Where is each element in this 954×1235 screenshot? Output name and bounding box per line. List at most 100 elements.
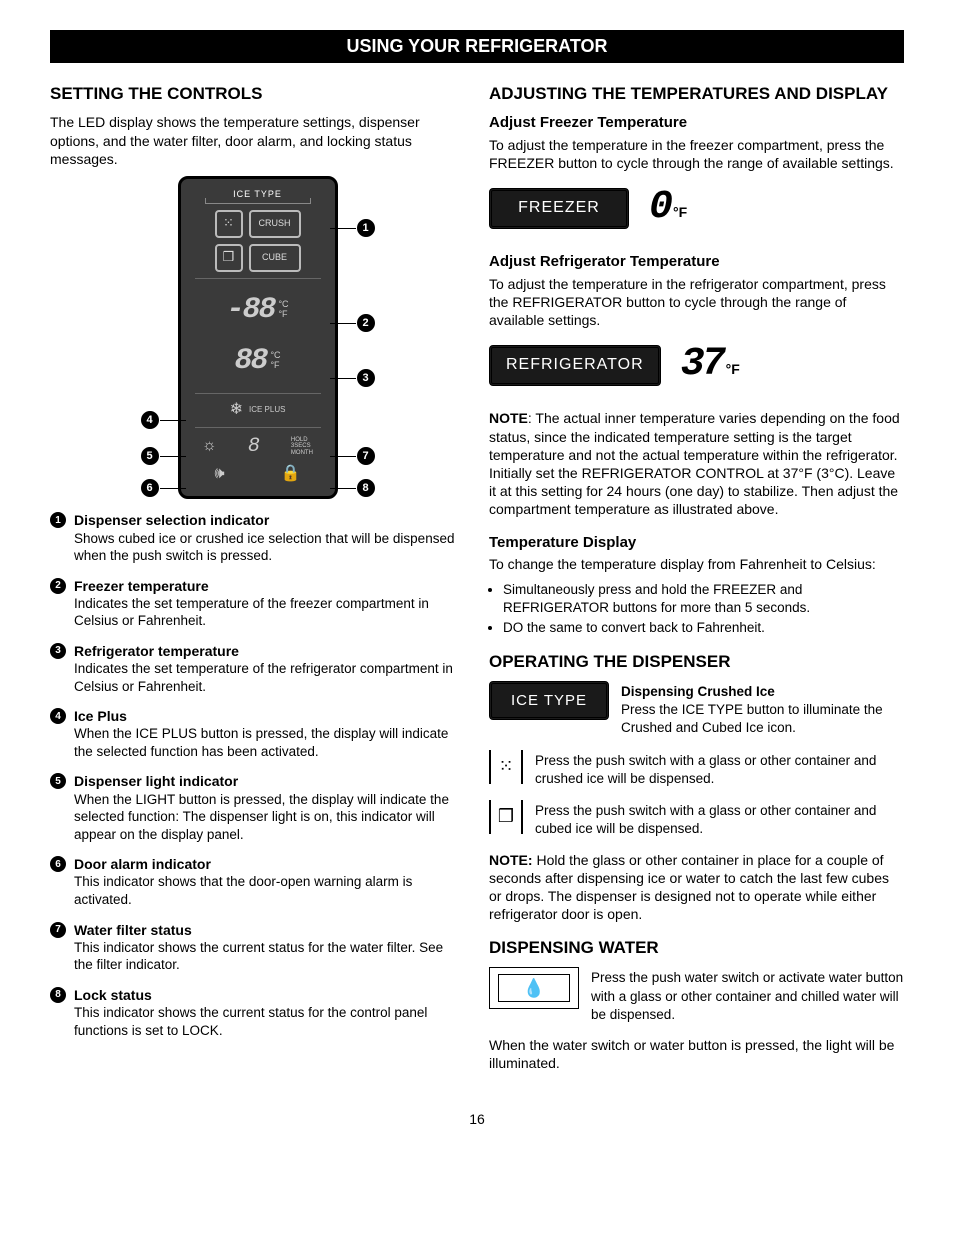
item-title: Ice Plus [74, 707, 465, 725]
right-column: ADJUSTING THE TEMPERATURES AND DISPLAY A… [489, 83, 904, 1080]
item-desc: This indicator shows that the door-open … [74, 873, 465, 908]
temp-display-body: To change the temperature display from F… [489, 555, 904, 573]
callout-4: 4 [141, 411, 159, 429]
lock-icon: 🔒 [281, 464, 301, 485]
water-row: 💧 Press the push water switch or activat… [489, 967, 904, 1024]
fridge-btn-row: REFRIGERATOR 37°F [489, 339, 904, 391]
callout-7: 7 [357, 447, 375, 465]
item-title: Water filter status [74, 921, 465, 939]
item-num: 8 [50, 987, 66, 1003]
content-columns: SETTING THE CONTROLS The LED display sho… [50, 83, 904, 1080]
list-item: 4 Ice PlusWhen the ICE PLUS button is pre… [50, 707, 465, 760]
freezer-temp-display: 0°F [649, 182, 687, 234]
page-number: 16 [50, 1110, 904, 1128]
setting-controls-heading: SETTING THE CONTROLS [50, 83, 465, 105]
list-item: 5 Dispenser light indicatorWhen the LIGHT… [50, 772, 465, 843]
bullet-item: DO the same to convert back to Fahrenhei… [503, 619, 904, 637]
freezer-segment: -88 [226, 291, 274, 330]
adjusting-heading: ADJUSTING THE TEMPERATURES AND DISPLAY [489, 83, 904, 105]
item-title: Door alarm indicator [74, 855, 465, 873]
fridge-segment: 88 [234, 342, 266, 381]
callout-5: 5 [141, 447, 159, 465]
list-item: 8 Lock statusThis indicator shows the cur… [50, 986, 465, 1039]
freezer-cf: °C°F [278, 300, 288, 320]
crushed-ice-icon: ⁙ [215, 210, 243, 238]
callout-6: 6 [141, 479, 159, 497]
ice-plus-label: ICE PLUS [249, 405, 285, 415]
hold-stack: HOLD3SECSMONTH [291, 437, 313, 457]
cubed-row: ❒ Press the push switch with a glass or … [489, 800, 904, 838]
adjust-fridge-body: To adjust the temperature in the refrige… [489, 275, 904, 330]
item-desc: Shows cubed ice or crushed ice selection… [74, 530, 465, 565]
cubed-ice-icon: ❒ [215, 244, 243, 272]
adjust-freezer-title: Adjust Freezer Temperature [489, 113, 904, 133]
crushed-row: ⁙ Press the push switch with a glass or … [489, 750, 904, 788]
adjust-fridge-title: Adjust Refrigerator Temperature [489, 252, 904, 272]
item-desc: Indicates the set temperature of the fre… [74, 595, 465, 630]
item-num: 6 [50, 856, 66, 872]
freezer-btn-row: FREEZER 0°F [489, 182, 904, 234]
item-num: 5 [50, 773, 66, 789]
crushed-body: Press the ICE TYPE button to illuminate … [621, 701, 904, 737]
alarm-icon: 🕪 [214, 464, 224, 485]
cube-label: CUBE [249, 244, 301, 272]
freezer-seg-row: -88 °C°F [187, 291, 329, 330]
item-title: Lock status [74, 986, 465, 1004]
ice-type-label: ICE TYPE [205, 189, 311, 204]
indicator-list: 1 Dispenser selection indicatorShows cube… [50, 511, 465, 1039]
item-desc: When the ICE PLUS button is pressed, the… [74, 725, 465, 760]
water-after: When the water switch or water button is… [489, 1036, 904, 1072]
operating-dispenser-heading: OPERATING THE DISPENSER [489, 651, 904, 673]
light-icon: ☼ [202, 436, 217, 457]
item-desc: This indicator shows the current status … [74, 1004, 465, 1039]
list-item: 3 Refrigerator temperatureIndicates the s… [50, 642, 465, 695]
item-desc: This indicator shows the current status … [74, 939, 465, 974]
crushed-ice-icon: ⁙ [489, 750, 523, 784]
control-panel-diagram: 1 2 3 4 5 6 7 8 ICE TYPE ⁙ CRUSH ❒ CUBE [178, 176, 338, 499]
item-desc: When the LIGHT button is pressed, the di… [74, 791, 465, 844]
water-drop-icon: 💧 [523, 977, 545, 1000]
dispensing-water-heading: DISPENSING WATER [489, 937, 904, 959]
water-button[interactable]: 💧 [489, 967, 579, 1009]
callout-2: 2 [357, 314, 375, 332]
control-panel-diagram-wrap: 1 2 3 4 5 6 7 8 ICE TYPE ⁙ CRUSH ❒ CUBE [50, 176, 465, 499]
temp-display-bullets: Simultaneously press and hold the FREEZE… [489, 581, 904, 637]
crush-label: CRUSH [249, 210, 301, 238]
callout-1: 1 [357, 219, 375, 237]
dispenser-note: NOTE: Hold the glass or other container … [489, 851, 904, 924]
list-item: 2 Freezer temperatureIndicates the set te… [50, 577, 465, 630]
item-num: 3 [50, 643, 66, 659]
ice-type-button[interactable]: ICE TYPE [489, 681, 609, 721]
refrigerator-button[interactable]: REFRIGERATOR [489, 345, 661, 386]
callout-3: 3 [357, 369, 375, 387]
filter-8: 8 [248, 434, 260, 460]
bullet-item: Simultaneously press and hold the FREEZE… [503, 581, 904, 616]
list-item: 1 Dispenser selection indicatorShows cube… [50, 511, 465, 564]
alarm-lock-row: 🕪 🔒 [187, 464, 329, 485]
item-title: Freezer temperature [74, 577, 465, 595]
item-title: Dispenser light indicator [74, 772, 465, 790]
ice-type-row: ICE TYPE Dispensing Crushed Ice Press th… [489, 681, 904, 738]
filter-row: ☼ 8 HOLD3SECSMONTH [187, 434, 329, 460]
item-num: 7 [50, 922, 66, 938]
item-num: 2 [50, 578, 66, 594]
snowflake-icon: ❄ [230, 400, 243, 421]
item-num: 4 [50, 708, 66, 724]
cubed-ice-icon: ❒ [489, 800, 523, 834]
cubed-row-text: Press the push switch with a glass or ot… [535, 800, 904, 838]
page-title-bar: USING YOUR REFRIGERATOR [50, 30, 904, 63]
item-title: Dispenser selection indicator [74, 511, 465, 529]
item-title: Refrigerator temperature [74, 642, 465, 660]
list-item: 7 Water filter statusThis indicator shows… [50, 921, 465, 974]
water-body: Press the push water switch or activate … [591, 967, 904, 1024]
adjust-freezer-body: To adjust the temperature in the freezer… [489, 136, 904, 172]
ice-plus-row: ❄ ICE PLUS [187, 400, 329, 421]
temp-display-title: Temperature Display [489, 533, 904, 553]
list-item: 6 Door alarm indicatorThis indicator show… [50, 855, 465, 908]
item-num: 1 [50, 512, 66, 528]
fridge-seg-row: 88 °C°F [187, 342, 329, 381]
fridge-cf: °C°F [270, 351, 280, 371]
cube-row: ❒ CUBE [187, 244, 329, 272]
item-desc: Indicates the set temperature of the ref… [74, 660, 465, 695]
freezer-button[interactable]: FREEZER [489, 188, 629, 229]
